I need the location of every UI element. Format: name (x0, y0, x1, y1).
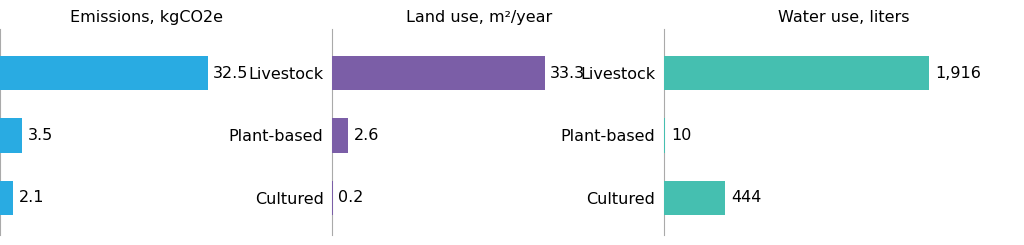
Bar (664, 181, 725, 215)
Bar (332, 181, 333, 215)
Bar (332, 118, 348, 153)
Bar (332, 56, 545, 90)
Text: 32.5: 32.5 (213, 66, 249, 81)
Text: 10: 10 (672, 128, 692, 143)
Text: 3.5: 3.5 (28, 128, 53, 143)
Title: Emissions, kgCO2e: Emissions, kgCO2e (71, 11, 223, 25)
Bar (0, 118, 23, 153)
Bar (664, 118, 666, 153)
Text: 2.6: 2.6 (353, 128, 379, 143)
Text: 444: 444 (732, 190, 762, 205)
Bar (0, 181, 13, 215)
Title: Water use, liters: Water use, liters (778, 11, 909, 25)
Bar (664, 56, 929, 90)
Title: Land use, m²/year: Land use, m²/year (406, 11, 552, 25)
Text: 0.2: 0.2 (338, 190, 364, 205)
Text: 2.1: 2.1 (18, 190, 44, 205)
Text: 1,916: 1,916 (936, 66, 982, 81)
Bar (0, 56, 208, 90)
Text: 33.3: 33.3 (550, 66, 585, 81)
